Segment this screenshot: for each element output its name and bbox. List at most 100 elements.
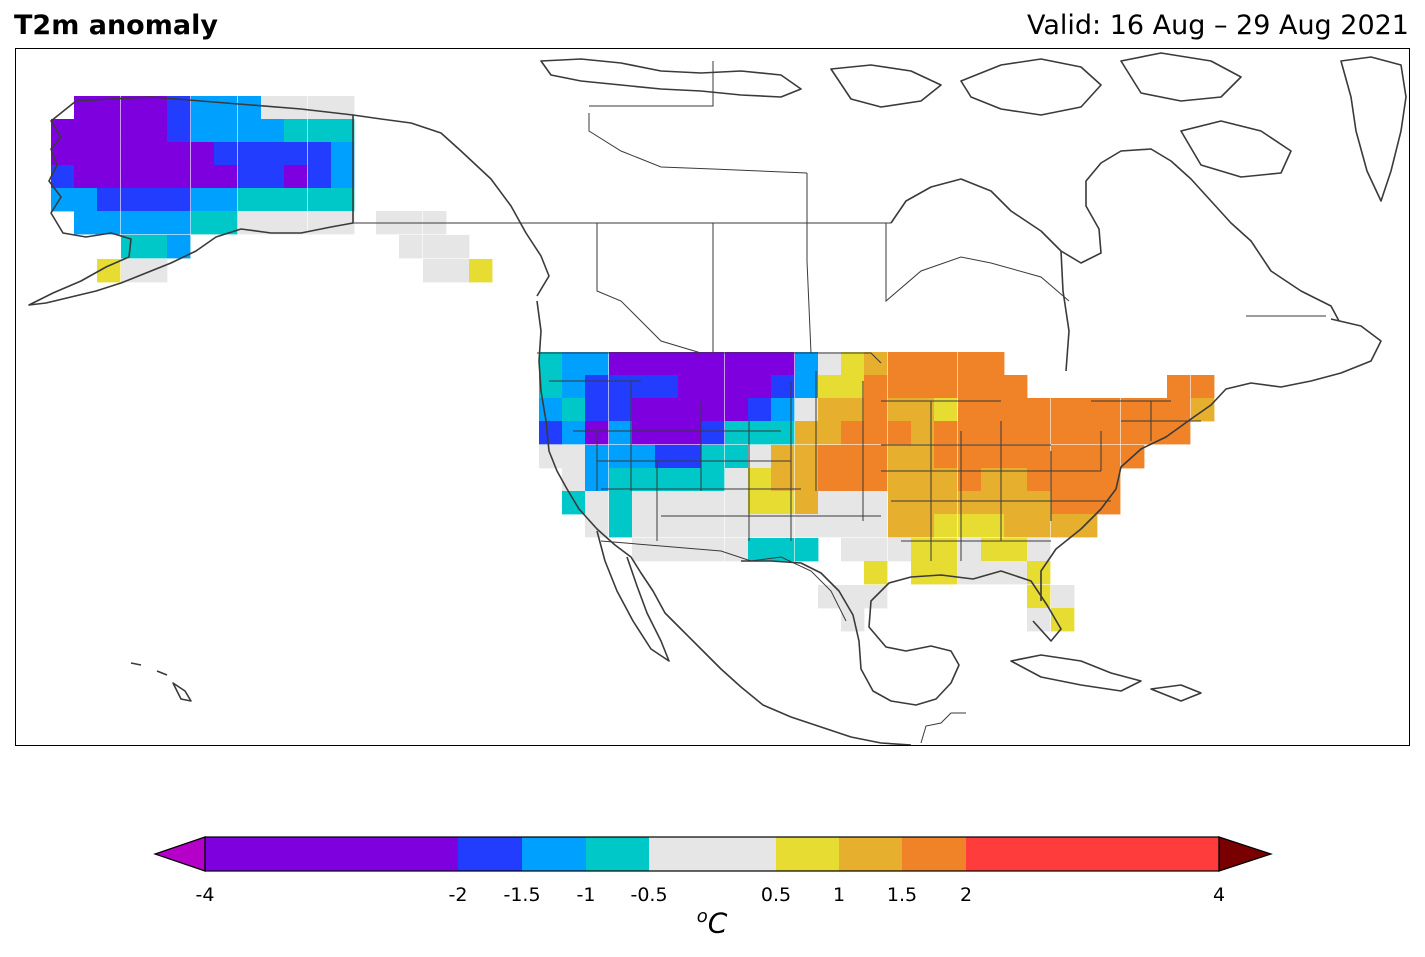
anomaly-cell <box>1097 445 1121 469</box>
anomaly-cell <box>632 421 656 445</box>
anomaly-cell <box>701 491 725 515</box>
anomaly-cell <box>981 468 1005 492</box>
anomaly-cell <box>74 142 98 166</box>
anomaly-cell <box>725 491 749 515</box>
anomaly-cell <box>771 491 795 515</box>
colorbar-bins <box>205 837 1219 871</box>
anomaly-cell <box>214 188 238 212</box>
anomaly-cell <box>748 421 772 445</box>
anomaly-cell <box>864 352 888 376</box>
anomaly-cell <box>609 398 633 422</box>
anomaly-cell <box>1074 491 1098 515</box>
anomaly-cell <box>144 165 168 189</box>
anomaly-cell <box>818 491 842 515</box>
anomaly-cell <box>864 491 888 515</box>
colorbar-bin <box>586 837 649 871</box>
anomaly-cell <box>981 514 1005 538</box>
anomaly-cell <box>238 96 262 120</box>
anomaly-cell <box>701 352 725 376</box>
anomaly-cell <box>888 375 912 399</box>
anomaly-cell <box>795 398 819 422</box>
anomaly-cell <box>1027 468 1051 492</box>
colorbar-tick-label: -0.5 <box>630 884 668 906</box>
anomaly-cell <box>284 142 308 166</box>
anomaly-cell <box>701 468 725 492</box>
anomaly-cell <box>1074 514 1098 538</box>
anomaly-cell <box>981 538 1005 562</box>
anomaly-cell <box>818 398 842 422</box>
anomaly-cell <box>399 235 423 259</box>
anomaly-cell <box>585 491 609 515</box>
anomaly-cell <box>331 119 355 143</box>
anomaly-cell <box>864 421 888 445</box>
anomaly-cell <box>167 142 191 166</box>
anomaly-cell <box>1004 491 1028 515</box>
anomaly-cell <box>841 375 865 399</box>
anomaly-cell <box>1074 398 1098 422</box>
anomaly-cell <box>911 421 935 445</box>
anomaly-cell <box>632 514 656 538</box>
anomaly-cell <box>748 375 772 399</box>
anomaly-cell <box>911 491 935 515</box>
anomaly-cell <box>562 398 586 422</box>
anomaly-cell <box>1051 608 1075 632</box>
anomaly-cell <box>678 445 702 469</box>
colorbar-bin <box>902 837 966 871</box>
anomaly-cell <box>97 96 121 120</box>
anomaly-cell <box>261 188 285 212</box>
anomaly-cell <box>331 188 355 212</box>
anomaly-cell <box>701 398 725 422</box>
anomaly-cell <box>818 375 842 399</box>
anomaly-cell <box>981 352 1005 376</box>
anomaly-cell <box>539 352 563 376</box>
anomaly-cell <box>818 585 842 609</box>
anomaly-cell <box>284 96 308 120</box>
anomaly-cell <box>121 165 145 189</box>
anomaly-cell <box>1097 491 1121 515</box>
anomaly-cell <box>1097 421 1121 445</box>
anomaly-cell <box>934 375 958 399</box>
anomaly-cell <box>144 211 168 235</box>
anomaly-cell <box>238 119 262 143</box>
anomaly-cell <box>934 561 958 585</box>
borders <box>352 61 1326 744</box>
colorbar-tick-label: 4 <box>1212 884 1226 906</box>
anomaly-cell <box>609 491 633 515</box>
anomaly-cell <box>144 119 168 143</box>
anomaly-cell <box>97 142 121 166</box>
anomaly-cell <box>308 142 332 166</box>
colorbar-over-arrow <box>1218 836 1273 872</box>
anomaly-cell <box>539 421 563 445</box>
anomaly-cell <box>562 421 586 445</box>
anomaly-cell <box>469 259 493 283</box>
anomaly-cell <box>121 119 145 143</box>
anomaly-cell <box>1167 398 1191 422</box>
anomaly-cell <box>609 421 633 445</box>
anomaly-cell <box>655 468 679 492</box>
anomaly-cell <box>841 468 865 492</box>
anomaly-cell <box>841 585 865 609</box>
anomaly-cell <box>144 96 168 120</box>
anomaly-cell <box>678 468 702 492</box>
colorbar-bin <box>522 837 586 871</box>
anomaly-cell <box>864 375 888 399</box>
anomaly-cells <box>51 96 1215 632</box>
anomaly-cell <box>934 352 958 376</box>
anomaly-cell <box>678 421 702 445</box>
anomaly-cell <box>841 538 865 562</box>
anomaly-cell <box>911 561 935 585</box>
colorbar-bin <box>776 837 839 871</box>
anomaly-cell <box>331 142 355 166</box>
anomaly-cell <box>1191 375 1215 399</box>
anomaly-cell <box>655 491 679 515</box>
anomaly-cell <box>888 491 912 515</box>
anomaly-cell <box>632 491 656 515</box>
anomaly-cell <box>958 514 982 538</box>
colorbar-tick-label: -1.5 <box>503 884 541 906</box>
anomaly-cell <box>655 352 679 376</box>
anomaly-cell <box>771 468 795 492</box>
anomaly-cell <box>446 259 470 283</box>
colorbar-unit: oC <box>696 906 728 940</box>
anomaly-cell <box>795 491 819 515</box>
